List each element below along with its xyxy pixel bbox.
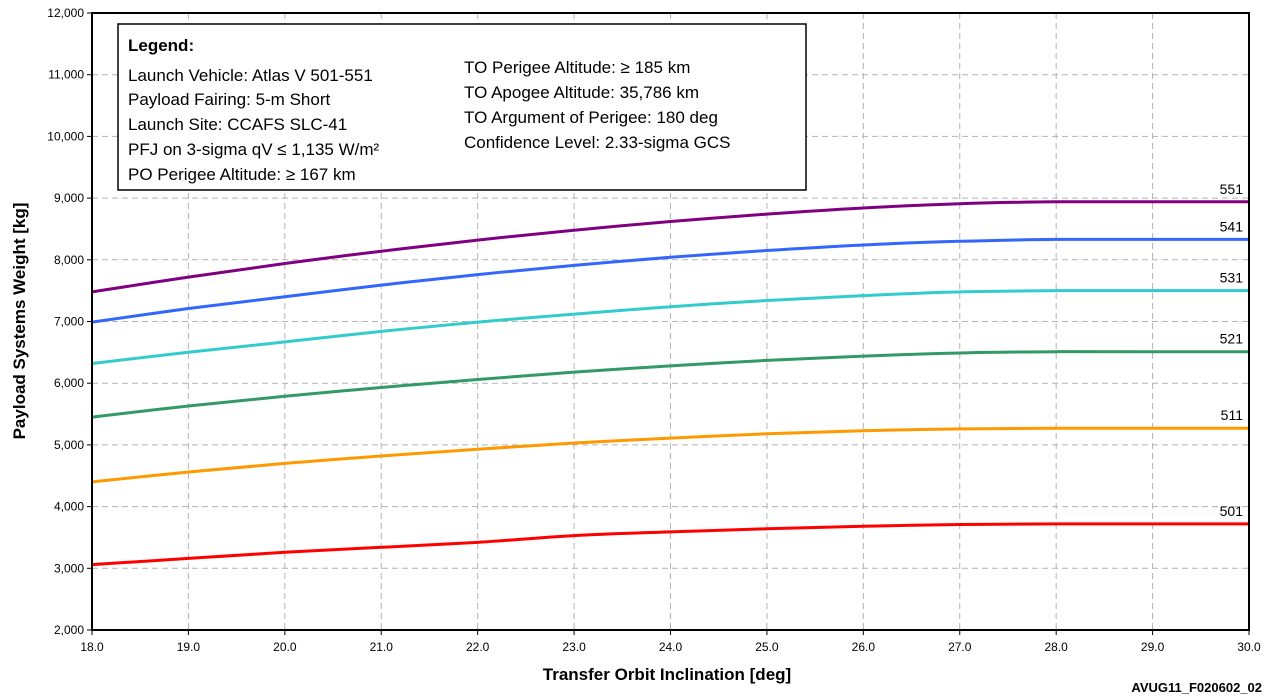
x-tick-label: 22.0 (466, 640, 490, 654)
x-tick-label: 20.0 (273, 640, 297, 654)
series-label-541: 541 (1220, 218, 1244, 234)
series-label-511: 511 (1221, 407, 1244, 423)
y-tick-label: 11,000 (48, 68, 84, 82)
y-tick-label: 3,000 (54, 561, 84, 575)
series-lines (91, 200, 1249, 567)
legend-po-perigee: PO Perigee Altitude: ≥ 167 km (128, 165, 356, 184)
x-tick-label: 26.0 (852, 640, 876, 654)
figure-id: AVUG11_F020602_02 (1131, 680, 1262, 695)
y-tick-label: 8,000 (54, 253, 84, 267)
series-line-541 (91, 237, 1249, 324)
series-line-511 (91, 426, 1249, 484)
legend-to-apogee: TO Apogee Altitude: 35,786 km (464, 83, 699, 102)
y-tick-label: 7,000 (54, 315, 84, 329)
y-tick-label: 6,000 (54, 376, 84, 390)
series-label-551: 551 (1220, 181, 1244, 197)
series-label-521: 521 (1220, 331, 1244, 347)
x-tick-label: 23.0 (562, 640, 586, 654)
legend-box: Legend: Launch Vehicle: Atlas V 501-551 … (117, 23, 807, 191)
y-tick-label: 10,000 (47, 129, 84, 143)
y-axis-title: Payload Systems Weight [kg] (10, 203, 29, 440)
legend-pfj: PFJ on 3-sigma qV ≤ 1,135 W/m² (128, 140, 380, 159)
series-label-501: 501 (1220, 503, 1244, 519)
x-tick-label: 25.0 (755, 640, 779, 654)
legend-title: Legend: (128, 36, 194, 55)
legend-launch-site: Launch Site: CCAFS SLC-41 (128, 115, 347, 134)
x-tick-label: 21.0 (370, 640, 394, 654)
x-tick-label: 29.0 (1141, 640, 1165, 654)
x-tick-label: 28.0 (1044, 640, 1068, 654)
y-tick-labels: 2,000 3,000 4,000 5,000 6,000 7,000 8,000 9,000… (47, 6, 92, 637)
y-tick-label: 2,000 (54, 623, 84, 637)
legend-to-perigee: TO Perigee Altitude: ≥ 185 km (464, 58, 690, 77)
x-tick-label: 30.0 (1237, 640, 1261, 654)
x-tick-label: 19.0 (177, 640, 201, 654)
y-tick-label: 9,000 (54, 191, 84, 205)
series-line-521 (91, 350, 1249, 419)
x-tick-label: 18.0 (80, 640, 104, 654)
series-line-501 (91, 522, 1249, 567)
x-tick-label: 24.0 (659, 640, 683, 654)
series-label-531: 531 (1220, 270, 1244, 286)
series-line-531 (91, 289, 1249, 365)
y-tick-label: 4,000 (54, 500, 84, 514)
legend-launch-vehicle: Launch Vehicle: Atlas V 501-551 (128, 66, 373, 85)
series-labels: 551 541 531 521 511 501 (1220, 181, 1244, 519)
legend-confidence: Confidence Level: 2.33-sigma GCS (464, 133, 730, 152)
y-tick-label: 5,000 (54, 438, 84, 452)
legend-frame (117, 23, 807, 191)
x-axis-title: Transfer Orbit Inclination [deg] (543, 665, 791, 684)
x-tick-label: 27.0 (948, 640, 972, 654)
x-tick-labels: 18.0 19.0 20.0 21.0 22.0 23.0 24.0 25.0 26.0 27.0… (80, 630, 1261, 654)
series-line-551 (91, 200, 1249, 294)
legend-to-argument: TO Argument of Perigee: 180 deg (464, 108, 718, 127)
legend-payload-fairing: Payload Fairing: 5-m Short (128, 90, 330, 109)
y-tick-label: 12,000 (47, 6, 84, 20)
